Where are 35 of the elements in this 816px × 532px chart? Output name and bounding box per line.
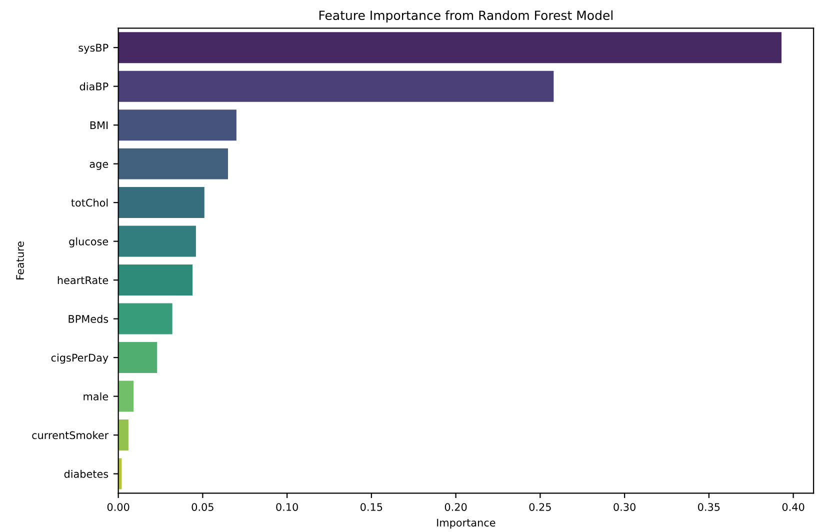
bar: [118, 264, 193, 296]
chart-title: Feature Importance from Random Forest Model: [319, 10, 612, 22]
x-tick-label: 0.05: [192, 503, 214, 511]
y-tick-label: cigsPerDay: [51, 354, 108, 364]
y-tick-label: diabetes: [64, 470, 108, 478]
x-tick-label: 0.20: [444, 503, 467, 511]
bar: [118, 110, 236, 141]
bar: [118, 226, 196, 257]
y-tick-label: BPMeds: [68, 314, 108, 323]
x-tick-label: 0.40: [782, 503, 804, 511]
y-tick-label: sysBP: [78, 44, 108, 54]
bar: [118, 380, 134, 412]
bar: [118, 420, 128, 451]
y-tick-label: age: [90, 162, 108, 170]
x-tick-label: 0.10: [276, 503, 298, 511]
x-axis-title: Importance: [437, 518, 496, 529]
y-tick-label: diaBP: [80, 82, 108, 90]
y-tick-label: glucose: [69, 237, 108, 248]
bar: [118, 303, 172, 334]
y-tick-label: heartRate: [58, 276, 108, 284]
y-tick-label: male: [84, 392, 108, 400]
x-tick-label: 0.25: [529, 503, 551, 511]
y-axis-title: Feature: [16, 242, 24, 280]
x-tick-label: 0.30: [614, 503, 636, 511]
bar: [118, 342, 158, 374]
bar: [118, 187, 204, 218]
bar: [118, 70, 554, 102]
x-tick-label: 0.15: [360, 503, 382, 511]
y-tick-label: currentSmoker: [32, 431, 109, 440]
y-tick-label: totChol: [71, 198, 108, 207]
bar: [118, 148, 228, 180]
x-tick-label: 0.00: [107, 503, 130, 511]
x-tick-label: 0.35: [698, 503, 720, 511]
y-tick-label: BMI: [90, 121, 108, 130]
bar: [118, 32, 782, 64]
